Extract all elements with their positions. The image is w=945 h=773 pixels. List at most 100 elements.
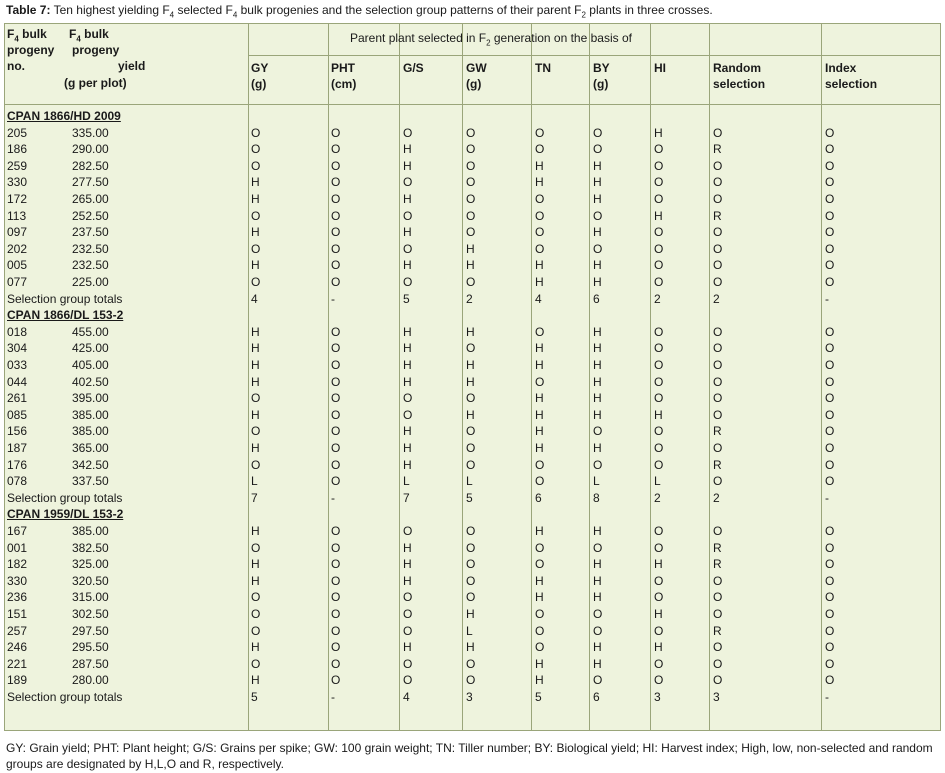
cell-group-code: L xyxy=(593,474,600,489)
header-progeny-no: progeny xyxy=(7,42,54,58)
cell-group-code: O xyxy=(825,175,835,190)
cell-group-code: O xyxy=(713,241,723,256)
cell-group-code: O xyxy=(713,607,723,621)
cell-group-code: O xyxy=(654,241,664,256)
cell-progeny-yield: 365.00 xyxy=(72,441,109,455)
cell-group-code: O xyxy=(331,623,341,638)
cell-group-code: O xyxy=(403,208,413,223)
cell-group-code: O xyxy=(331,258,341,273)
cell-group-code: O xyxy=(331,607,341,621)
cell-group-code: O xyxy=(535,241,545,256)
group-title: CPAN 1866/HD 2009 xyxy=(7,109,121,123)
cell-group-code: O xyxy=(825,358,835,372)
cell-group-code: O xyxy=(825,275,835,289)
cell-group-code: H xyxy=(251,524,260,538)
cell-group-code: O xyxy=(466,341,476,356)
column-divider xyxy=(399,23,400,731)
cell-group-code: H xyxy=(251,441,260,455)
totals-value: - xyxy=(331,291,335,306)
header-trait-unit: (g) xyxy=(466,77,482,91)
cell-group-code: O xyxy=(713,407,723,422)
cell-group-code: H xyxy=(593,225,602,240)
cell-group-code: O xyxy=(713,474,723,489)
cell-group-code: O xyxy=(654,424,664,439)
cell-progeny-yield: 382.50 xyxy=(72,540,109,555)
cell-group-code: O xyxy=(331,474,341,489)
cell-group-code: H xyxy=(593,557,602,572)
table-footnote: GY: Grain yield; PHT: Plant height; G/S:… xyxy=(6,741,933,771)
cell-group-code: H xyxy=(535,524,544,538)
cell-group-code: H xyxy=(466,241,475,256)
header-text: (g per plot) xyxy=(64,76,127,90)
cell-group-code: O xyxy=(713,158,723,173)
cell-group-code: H xyxy=(535,391,544,406)
cell-group-code: H xyxy=(403,142,412,157)
cell-group-code: H xyxy=(403,192,412,206)
header-trait-name: Random xyxy=(713,61,761,75)
cell-group-code: R xyxy=(713,142,722,157)
cell-progeny-no: 205 xyxy=(7,125,28,140)
cell-group-code: O xyxy=(713,175,723,190)
cell-progeny-no: 257 xyxy=(7,623,28,638)
cell-group-code: O xyxy=(403,673,413,688)
cell-progeny-no: 001 xyxy=(7,540,28,555)
cell-group-code: H xyxy=(403,341,412,356)
cell-group-code: O xyxy=(403,175,413,190)
header-progeny-yield: progeny xyxy=(72,42,119,58)
cell-progeny-no: 261 xyxy=(7,391,28,406)
cell-group-code: R xyxy=(713,623,722,638)
cell-group-code: O xyxy=(825,324,835,339)
cell-group-code: O xyxy=(713,441,723,455)
cell-group-code: O xyxy=(654,341,664,356)
cell-group-code: L xyxy=(466,623,473,638)
totals-value: 5 xyxy=(535,690,542,704)
cell-group-code: O xyxy=(466,457,476,472)
cell-group-code: O xyxy=(825,540,835,555)
cell-progeny-no: 330 xyxy=(7,175,28,190)
cell-group-code: O xyxy=(593,208,603,223)
cell-group-code: O xyxy=(825,673,835,688)
cell-group-code: O xyxy=(654,225,664,240)
cell-group-code: O xyxy=(251,125,261,140)
cell-group-code: L xyxy=(251,474,258,489)
cell-group-code: O xyxy=(713,258,723,273)
cell-group-code: H xyxy=(535,158,544,173)
totals-value: 5 xyxy=(466,490,473,505)
cell-group-code: O xyxy=(825,391,835,406)
header-text: Parent plant selected in F xyxy=(350,31,487,45)
totals-value: 6 xyxy=(535,490,542,505)
caption-text: plants in three crosses. xyxy=(585,3,713,17)
cell-progeny-yield: 287.50 xyxy=(72,656,109,671)
header-trait-name: G/S xyxy=(403,61,424,75)
header-text: progeny xyxy=(7,43,55,57)
cell-progeny-no: 202 xyxy=(7,241,28,256)
cell-group-code: O xyxy=(466,125,476,140)
cell-group-code: H xyxy=(251,557,260,572)
caption-subscript: 4 xyxy=(169,10,175,20)
cell-group-code: O xyxy=(331,275,341,289)
cell-group-code: O xyxy=(331,241,341,256)
table-frame xyxy=(4,23,941,731)
cell-group-code: H xyxy=(593,175,602,190)
totals-value: 3 xyxy=(654,690,661,704)
cell-group-code: O xyxy=(654,673,664,688)
totals-value: 8 xyxy=(593,490,600,505)
cell-group-code: O xyxy=(331,457,341,472)
cell-group-code: O xyxy=(535,374,545,389)
cell-group-code: O xyxy=(593,623,603,638)
cell-group-code: O xyxy=(535,623,545,638)
cell-group-code: H xyxy=(251,358,260,372)
cell-group-code: H xyxy=(403,424,412,439)
cell-group-code: H xyxy=(654,607,663,621)
cell-group-code: O xyxy=(713,656,723,671)
cell-group-code: R xyxy=(713,208,722,223)
header-trait-unit: (g) xyxy=(593,77,609,91)
totals-value: 6 xyxy=(593,291,600,306)
cell-group-code: O xyxy=(535,474,545,489)
cell-progeny-yield: 405.00 xyxy=(72,358,109,372)
cell-group-code: O xyxy=(825,441,835,455)
cell-group-code: O xyxy=(713,324,723,339)
cell-group-code: O xyxy=(535,457,545,472)
cell-group-code: O xyxy=(713,391,723,406)
header-trait-name: PHT xyxy=(331,61,355,75)
